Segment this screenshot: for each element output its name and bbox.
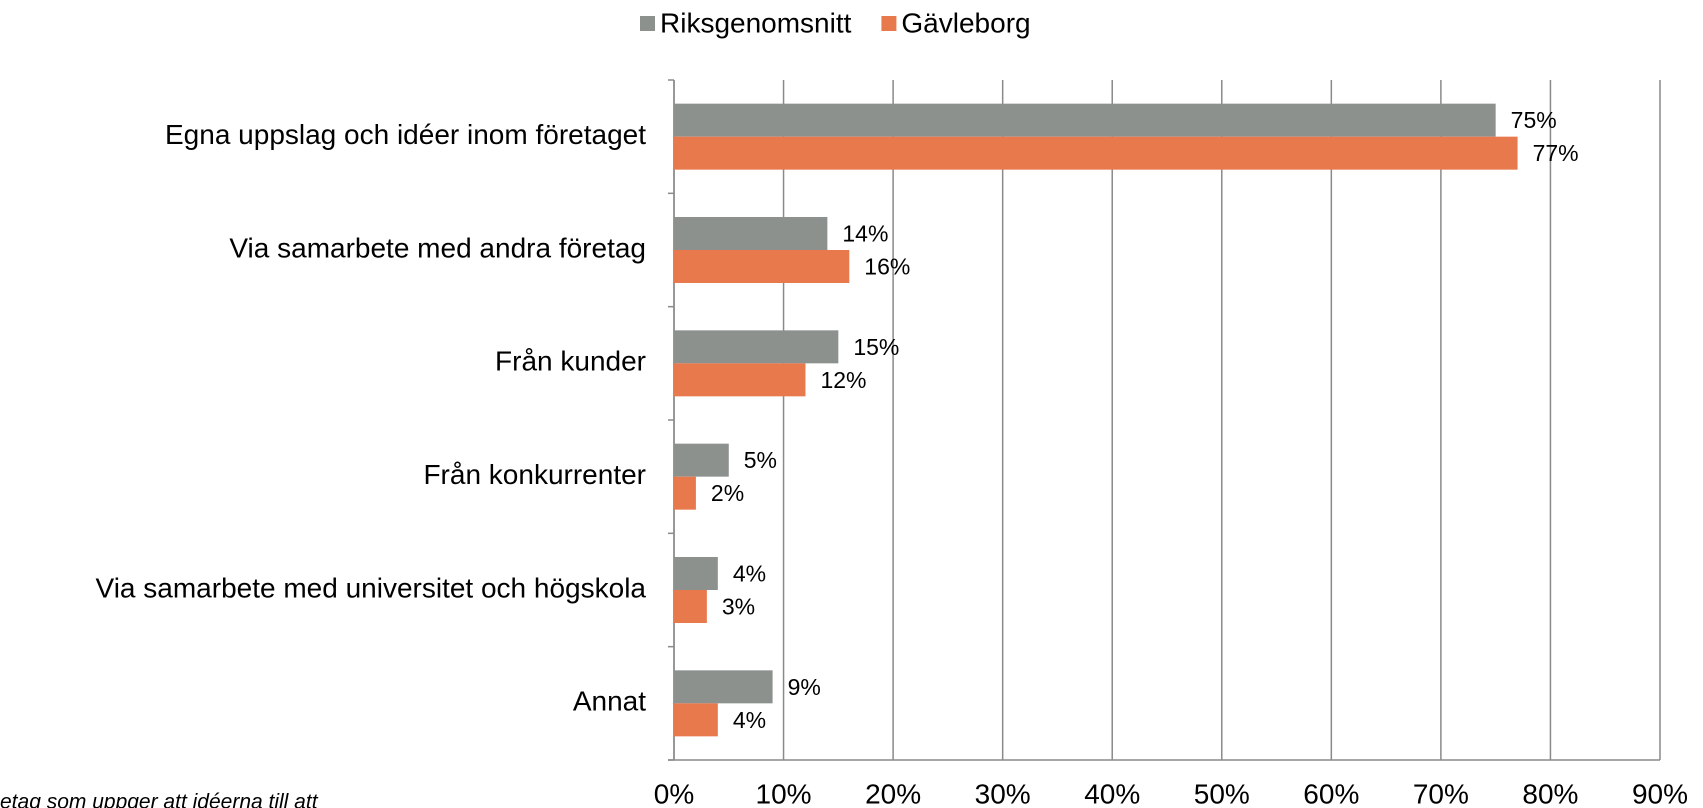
- y-tick-label: Egna uppslag och idéer inom företaget: [165, 119, 646, 150]
- value-label: 16%: [864, 254, 910, 280]
- legend-swatch: [881, 16, 897, 31]
- y-tick-label: Annat: [573, 686, 646, 717]
- x-tick-label: 40%: [1084, 778, 1140, 808]
- value-label: 75%: [1511, 107, 1557, 133]
- x-tick-label: 60%: [1303, 778, 1359, 808]
- value-label: 2%: [711, 480, 744, 506]
- x-tick-label: 0%: [654, 778, 694, 808]
- legend-swatch: [640, 16, 655, 31]
- value-label: 14%: [842, 221, 888, 247]
- legend-label: Gävleborg: [901, 7, 1030, 38]
- bar: [674, 670, 773, 704]
- value-label: 15%: [853, 334, 899, 360]
- bar: [674, 330, 839, 364]
- x-tick-label: 30%: [975, 778, 1031, 808]
- x-tick-label: 80%: [1522, 778, 1578, 808]
- bar: [674, 476, 696, 510]
- bar: [674, 217, 828, 250]
- bar: [674, 703, 718, 737]
- y-tick-label: Från kunder: [495, 346, 646, 377]
- value-label: 5%: [744, 447, 777, 473]
- footnote: etag som uppger att idéerna till att: [0, 791, 319, 808]
- legend-label: Riksgenomsnitt: [660, 7, 852, 38]
- x-tick-label: 20%: [865, 778, 921, 808]
- value-label: 77%: [1533, 140, 1579, 166]
- y-tick-label: Via samarbete med andra företag: [229, 232, 646, 263]
- x-tick-label: 70%: [1413, 778, 1469, 808]
- value-label: 9%: [788, 674, 821, 700]
- bar: [674, 363, 806, 397]
- value-label: 4%: [733, 707, 766, 733]
- bar: [674, 136, 1518, 170]
- x-tick-label: 90%: [1632, 778, 1688, 808]
- bar: [674, 443, 729, 477]
- value-label: 3%: [722, 594, 755, 620]
- x-tick-label: 10%: [756, 778, 812, 808]
- y-tick-label: Via samarbete med universitet och högsko…: [96, 572, 647, 603]
- value-label: 4%: [733, 561, 766, 587]
- x-tick-label: 50%: [1194, 778, 1250, 808]
- value-label: 12%: [820, 367, 866, 393]
- bar: [674, 557, 718, 590]
- y-tick-label: Från konkurrenter: [423, 459, 646, 490]
- bar: [674, 590, 707, 623]
- bar: [674, 103, 1496, 137]
- bar: [674, 250, 850, 283]
